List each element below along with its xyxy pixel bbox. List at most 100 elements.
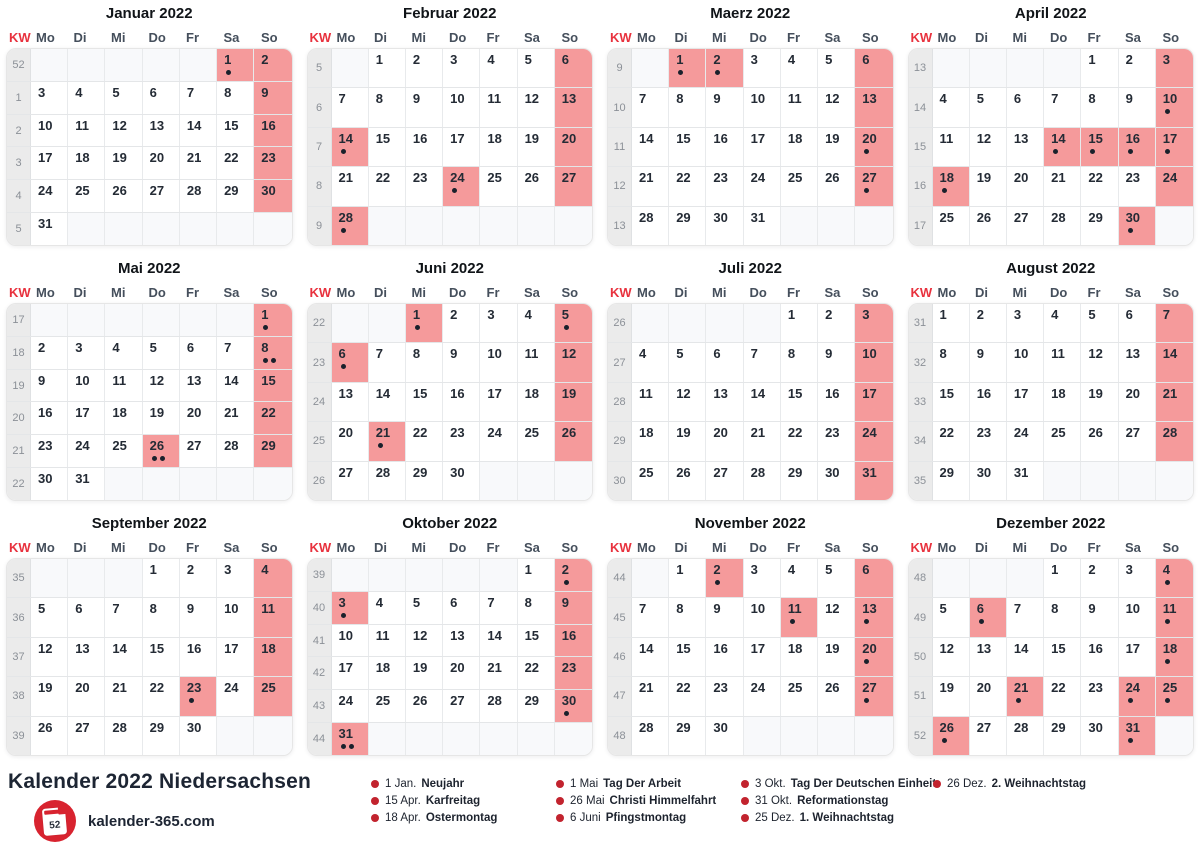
day-cell[interactable]: 2 bbox=[254, 49, 292, 81]
day-cell[interactable]: 18 bbox=[780, 127, 819, 167]
day-cell[interactable]: 27 bbox=[855, 677, 893, 716]
site-link[interactable]: kalender-365.com bbox=[88, 812, 215, 830]
day-cell[interactable]: 29 bbox=[669, 206, 707, 245]
day-cell[interactable]: 16 bbox=[818, 382, 856, 422]
day-cell[interactable]: 5 bbox=[669, 343, 707, 382]
day-cell[interactable]: 12 bbox=[517, 88, 555, 127]
day-cell[interactable]: 17 bbox=[1155, 127, 1193, 167]
day-cell[interactable]: 26 bbox=[669, 461, 707, 500]
day-cell[interactable]: 3 bbox=[331, 591, 369, 624]
day-cell[interactable]: 26 bbox=[405, 690, 444, 723]
day-cell[interactable]: 1 bbox=[1081, 49, 1119, 88]
day-cell[interactable]: 27 bbox=[1006, 206, 1045, 245]
day-cell[interactable]: 12 bbox=[669, 382, 707, 422]
day-cell[interactable]: 8 bbox=[368, 88, 406, 127]
day-cell[interactable]: 1 bbox=[142, 559, 180, 598]
day-cell[interactable]: 18 bbox=[632, 422, 670, 461]
day-cell[interactable]: 7 bbox=[1044, 88, 1082, 127]
day-cell[interactable]: 27 bbox=[142, 180, 180, 213]
day-cell[interactable]: 26 bbox=[1081, 422, 1119, 461]
day-cell[interactable]: 4 bbox=[1155, 559, 1193, 598]
day-cell[interactable]: 24 bbox=[443, 167, 481, 206]
day-cell[interactable]: 9 bbox=[405, 88, 444, 127]
day-cell[interactable]: 23 bbox=[405, 167, 444, 206]
day-cell[interactable]: 29 bbox=[217, 180, 255, 213]
day-cell[interactable]: 2 bbox=[179, 559, 218, 598]
day-cell[interactable]: 26 bbox=[142, 435, 180, 468]
day-cell[interactable]: 17 bbox=[68, 402, 106, 435]
day-cell[interactable]: 25 bbox=[1155, 677, 1193, 716]
day-cell[interactable]: 17 bbox=[1118, 637, 1156, 677]
kalender-365-logo-icon[interactable]: 52 bbox=[34, 800, 76, 842]
day-cell[interactable]: 20 bbox=[443, 657, 481, 690]
day-cell[interactable]: 24 bbox=[480, 422, 518, 461]
day-cell[interactable]: 26 bbox=[932, 716, 970, 755]
day-cell[interactable]: 31 bbox=[31, 213, 69, 245]
day-cell[interactable]: 21 bbox=[217, 402, 255, 435]
day-cell[interactable]: 2 bbox=[706, 49, 744, 88]
day-cell[interactable]: 9 bbox=[254, 81, 292, 114]
day-cell[interactable]: 18 bbox=[517, 382, 555, 422]
day-cell[interactable]: 28 bbox=[632, 206, 670, 245]
day-cell[interactable]: 7 bbox=[368, 343, 406, 382]
day-cell[interactable]: 28 bbox=[743, 461, 781, 500]
day-cell[interactable]: 16 bbox=[405, 127, 444, 167]
day-cell[interactable]: 13 bbox=[1118, 343, 1156, 382]
day-cell[interactable]: 28 bbox=[1006, 716, 1045, 755]
day-cell[interactable]: 19 bbox=[969, 167, 1007, 206]
day-cell[interactable]: 10 bbox=[443, 88, 481, 127]
day-cell[interactable]: 17 bbox=[743, 637, 781, 677]
day-cell[interactable]: 21 bbox=[179, 147, 218, 180]
day-cell[interactable]: 8 bbox=[142, 598, 180, 637]
day-cell[interactable]: 25 bbox=[517, 422, 555, 461]
day-cell[interactable]: 26 bbox=[969, 206, 1007, 245]
day-cell[interactable]: 13 bbox=[68, 637, 106, 677]
day-cell[interactable]: 19 bbox=[932, 677, 970, 716]
day-cell[interactable]: 17 bbox=[743, 127, 781, 167]
day-cell[interactable]: 16 bbox=[1118, 127, 1156, 167]
day-cell[interactable]: 3 bbox=[743, 49, 781, 88]
day-cell[interactable]: 12 bbox=[405, 624, 444, 657]
day-cell[interactable]: 29 bbox=[254, 435, 292, 468]
day-cell[interactable]: 10 bbox=[1118, 598, 1156, 637]
day-cell[interactable]: 30 bbox=[706, 716, 744, 755]
day-cell[interactable]: 25 bbox=[632, 461, 670, 500]
day-cell[interactable]: 11 bbox=[254, 598, 292, 637]
day-cell[interactable]: 7 bbox=[743, 343, 781, 382]
day-cell[interactable]: 26 bbox=[517, 167, 555, 206]
day-cell[interactable]: 30 bbox=[1081, 716, 1119, 755]
day-cell[interactable]: 9 bbox=[1118, 88, 1156, 127]
day-cell[interactable]: 2 bbox=[443, 304, 481, 343]
day-cell[interactable]: 17 bbox=[480, 382, 518, 422]
day-cell[interactable]: 17 bbox=[443, 127, 481, 167]
day-cell[interactable]: 17 bbox=[855, 382, 893, 422]
day-cell[interactable]: 8 bbox=[1044, 598, 1082, 637]
day-cell[interactable]: 20 bbox=[68, 677, 106, 716]
day-cell[interactable]: 19 bbox=[669, 422, 707, 461]
day-cell[interactable]: 26 bbox=[105, 180, 143, 213]
day-cell[interactable]: 15 bbox=[932, 382, 970, 422]
day-cell[interactable]: 24 bbox=[743, 167, 781, 206]
day-cell[interactable]: 23 bbox=[1081, 677, 1119, 716]
day-cell[interactable]: 4 bbox=[632, 343, 670, 382]
day-cell[interactable]: 20 bbox=[969, 677, 1007, 716]
day-cell[interactable]: 15 bbox=[142, 637, 180, 677]
day-cell[interactable]: 11 bbox=[932, 127, 970, 167]
day-cell[interactable]: 10 bbox=[31, 114, 69, 147]
day-cell[interactable]: 28 bbox=[217, 435, 255, 468]
day-cell[interactable]: 14 bbox=[368, 382, 406, 422]
day-cell[interactable]: 25 bbox=[932, 206, 970, 245]
day-cell[interactable]: 13 bbox=[855, 88, 893, 127]
day-cell[interactable]: 7 bbox=[1006, 598, 1045, 637]
day-cell[interactable]: 13 bbox=[179, 369, 218, 402]
day-cell[interactable]: 25 bbox=[1044, 422, 1082, 461]
day-cell[interactable]: 23 bbox=[706, 167, 744, 206]
day-cell[interactable]: 29 bbox=[669, 716, 707, 755]
day-cell[interactable]: 22 bbox=[405, 422, 444, 461]
day-cell[interactable]: 30 bbox=[554, 690, 592, 723]
day-cell[interactable]: 7 bbox=[1155, 304, 1193, 343]
day-cell[interactable]: 13 bbox=[331, 382, 369, 422]
day-cell[interactable]: 19 bbox=[105, 147, 143, 180]
day-cell[interactable]: 10 bbox=[855, 343, 893, 382]
day-cell[interactable]: 20 bbox=[855, 127, 893, 167]
